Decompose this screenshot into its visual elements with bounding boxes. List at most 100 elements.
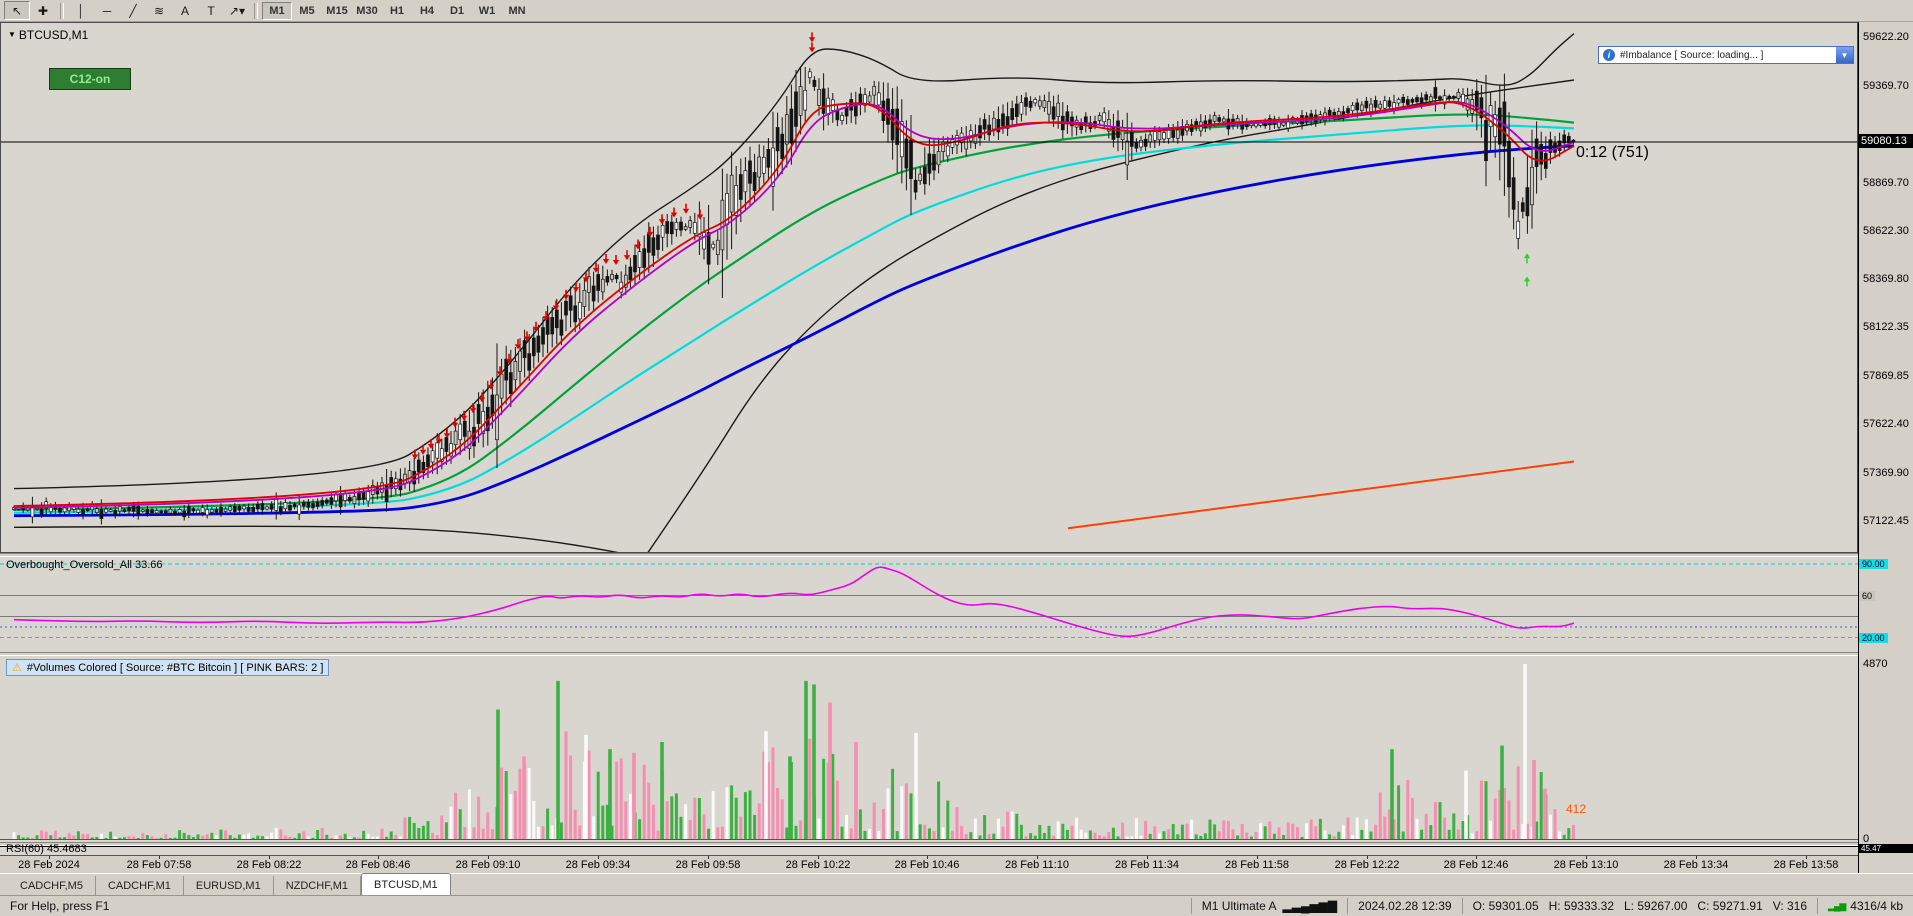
shapes-tool[interactable]: ↗▾	[224, 1, 250, 20]
price-axis[interactable]: 59622.20 59369.70 58869.70 58622.30 58369.80…	[1858, 22, 1913, 873]
text-tool[interactable]: A	[172, 1, 198, 20]
rsi60-value-box: 45.47	[1859, 844, 1913, 853]
rsi-level-label: 90.00	[1859, 559, 1888, 569]
time-axis-label: 28 Feb 11:34	[1114, 859, 1180, 871]
time-axis-label: 28 Feb 09:34	[565, 859, 631, 871]
timeframe-h4[interactable]: H4	[412, 2, 442, 20]
time-axis-label: 28 Feb 2024	[18, 859, 80, 871]
rsi-chart-canvas[interactable]	[0, 557, 1858, 652]
timeframe-d1[interactable]: D1	[442, 2, 472, 20]
price-axis-label: 59369.70	[1863, 80, 1909, 92]
timeframe-m15[interactable]: M15	[322, 2, 352, 20]
time-tick	[818, 856, 819, 859]
time-tick	[378, 856, 379, 859]
status-bar: For Help, press F1 M1 Ultimate A ▂▃▄▅▆▇ 20…	[0, 895, 1913, 916]
time-tick	[598, 856, 599, 859]
connection-text: 4316/4 kb	[1850, 899, 1903, 913]
time-axis-label: 28 Feb 13:34	[1663, 859, 1729, 871]
time-axis-label: 28 Feb 09:10	[455, 859, 521, 871]
toolbar: ↖ ✚ │ ─ ╱ ≋ A T ↗▾ M1 M5 M15 M30 H1 H4 D1 W1 MN	[0, 0, 1913, 22]
time-axis-label: 28 Feb 10:22	[785, 859, 851, 871]
time-axis-label: 28 Feb 11:58	[1224, 859, 1290, 871]
toolbar-separator	[254, 2, 258, 19]
time-tick	[159, 856, 160, 859]
time-tick	[927, 856, 928, 859]
timeframe-m30[interactable]: M30	[352, 2, 382, 20]
last-volume-value: 412	[1566, 802, 1587, 816]
chart-tab-cadchf-m1[interactable]: CADCHF,M1	[96, 876, 184, 895]
time-tick	[488, 856, 489, 859]
time-tick	[269, 856, 270, 859]
price-axis-label: 59622.20	[1863, 31, 1909, 43]
time-axis-label: 28 Feb 07:58	[126, 859, 192, 871]
status-help: For Help, press F1	[10, 899, 110, 913]
crosshair-tool[interactable]: ✚	[30, 1, 56, 20]
timeframe-m5[interactable]: M5	[292, 2, 322, 20]
fibonacci-tool[interactable]: ≋	[146, 1, 172, 20]
imbalance-label: #Imbalance [ Source: loading... ]	[1620, 49, 1764, 61]
chart-window: ▼ BTCUSD,M1 C12-on i #Imbalance [ Source:…	[0, 22, 1913, 874]
price-axis-label: 57869.85	[1863, 370, 1909, 382]
timeframe-mn[interactable]: MN	[502, 2, 532, 20]
panel-splitter[interactable]	[0, 553, 1858, 557]
time-tick	[1257, 856, 1258, 859]
panel-splitter[interactable]	[0, 652, 1858, 656]
vertical-line-tool[interactable]: │	[68, 1, 94, 20]
chart-tab-cadchf-m5[interactable]: CADCHF,M5	[8, 876, 96, 895]
horizontal-line-tool[interactable]: ─	[94, 1, 120, 20]
price-axis-label: 57122.45	[1863, 515, 1909, 527]
volumes-indicator-label: ⚠ #Volumes Colored [ Source: #BTC Bitcoi…	[6, 659, 330, 676]
time-tick	[1476, 856, 1477, 859]
time-axis-label: 28 Feb 10:46	[894, 859, 960, 871]
warning-icon: ⚠	[12, 662, 22, 674]
price-axis-label: 58869.70	[1863, 177, 1909, 189]
price-axis-label: 57622.40	[1863, 418, 1909, 430]
imbalance-dropdown[interactable]: i #Imbalance [ Source: loading... ] ▼	[1598, 46, 1854, 64]
time-axis-label: 28 Feb 13:58	[1773, 859, 1839, 871]
time-axis-label: 28 Feb 13:10	[1553, 859, 1619, 871]
status-segment-1: 2024.02.28 12:39	[1347, 898, 1461, 914]
chart-dropdown-icon[interactable]: ▼	[8, 30, 16, 39]
connection-status: ▂▄▆ 4316/4 kb	[1817, 898, 1913, 914]
info-icon: i	[1603, 49, 1615, 61]
timeframe-w1[interactable]: W1	[472, 2, 502, 20]
timeframe-h1[interactable]: H1	[382, 2, 412, 20]
time-tick	[1147, 856, 1148, 859]
time-tick	[1367, 856, 1368, 859]
time-tick	[1696, 856, 1697, 859]
trendline-tool[interactable]: ╱	[120, 1, 146, 20]
volumes-label-text: #Volumes Colored [ Source: #BTC Bitcoin …	[26, 661, 324, 674]
price-axis-label: 58622.30	[1863, 225, 1909, 237]
volume-panel[interactable]: ⚠ #Volumes Colored [ Source: #BTC Bitcoi…	[0, 656, 1858, 842]
bar-countdown: 0:12 (751)	[1576, 144, 1649, 161]
time-tick	[1806, 856, 1807, 859]
rsi60-label: RSI(60) 45.4683	[6, 843, 87, 855]
label-tool[interactable]: T	[198, 1, 224, 20]
chart-tab-eurusd-m1[interactable]: EURUSD,M1	[184, 876, 274, 895]
symbol-period-text: BTCUSD,M1	[18, 28, 89, 42]
price-chart-canvas[interactable]	[0, 22, 1858, 553]
chart-tab-bar: CADCHF,M5 CADCHF,M1 EURUSD,M1 NZDCHF,M1 BTCU…	[0, 873, 1913, 896]
price-panel[interactable]: ▼ BTCUSD,M1 C12-on i #Imbalance [ Source:…	[0, 22, 1858, 553]
rsi-level-label: 60	[1859, 591, 1876, 601]
rsi-indicator-label: Overbought_Oversold_All 33.66	[6, 559, 163, 571]
cursor-tool[interactable]: ↖	[4, 1, 30, 20]
time-axis[interactable]: 28 Feb 2024 28 Feb 07:58 28 Feb 08:22 28 Fe…	[0, 855, 1858, 874]
c12-button[interactable]: C12-on	[49, 68, 131, 90]
time-tick	[708, 856, 709, 859]
timeframe-m1[interactable]: M1	[262, 1, 292, 20]
chart-tab-btcusd-m1[interactable]: BTCUSD,M1	[361, 873, 451, 896]
chart-tab-nzdchf-m1[interactable]: NZDCHF,M1	[274, 876, 362, 895]
volume-chart-canvas[interactable]	[0, 656, 1858, 842]
status-segment-2: O: 59301.05 H: 59333.32 L: 59267.00 C: 5…	[1461, 898, 1817, 914]
rsi-panel[interactable]: Overbought_Oversold_All 33.66	[0, 557, 1858, 652]
dropdown-arrow-icon[interactable]: ▼	[1836, 47, 1853, 63]
panel-splitter[interactable]	[0, 842, 1858, 846]
price-axis-label: 58122.35	[1863, 321, 1909, 333]
time-tick	[49, 856, 50, 859]
time-tick	[1586, 856, 1587, 859]
time-axis-label: 28 Feb 11:10	[1004, 859, 1070, 871]
time-tick	[1037, 856, 1038, 859]
current-price-box: 59080.13	[1859, 134, 1913, 148]
rsi-level-label: 20.00	[1859, 633, 1888, 643]
